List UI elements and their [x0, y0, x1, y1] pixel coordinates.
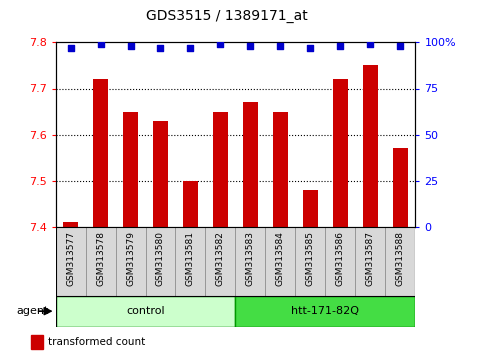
Bar: [145, 227, 175, 296]
Point: [186, 45, 194, 51]
Bar: [243, 102, 258, 227]
Bar: [355, 227, 385, 296]
Bar: [63, 222, 78, 227]
Bar: [56, 227, 85, 296]
Bar: [236, 227, 266, 296]
Text: GDS3515 / 1389171_at: GDS3515 / 1389171_at: [146, 9, 308, 23]
Bar: [115, 227, 145, 296]
Bar: [236, 296, 415, 327]
Text: GSM313578: GSM313578: [96, 231, 105, 286]
Bar: [296, 227, 326, 296]
Text: GSM313581: GSM313581: [186, 231, 195, 286]
Text: GSM313588: GSM313588: [396, 231, 405, 286]
Bar: [213, 112, 228, 227]
Bar: [363, 65, 378, 227]
Text: GSM313584: GSM313584: [276, 231, 285, 286]
Point: [67, 45, 74, 51]
Point: [397, 43, 404, 49]
Text: agent: agent: [16, 306, 48, 316]
Text: GSM313585: GSM313585: [306, 231, 315, 286]
Bar: [153, 121, 168, 227]
Bar: [175, 227, 205, 296]
Bar: [183, 181, 198, 227]
Text: GSM313586: GSM313586: [336, 231, 345, 286]
Text: GSM313583: GSM313583: [246, 231, 255, 286]
Bar: [123, 112, 138, 227]
Text: GSM313577: GSM313577: [66, 231, 75, 286]
Text: control: control: [126, 306, 165, 316]
Point: [307, 45, 314, 51]
Point: [127, 43, 134, 49]
Bar: [393, 148, 408, 227]
Text: transformed count: transformed count: [48, 337, 145, 347]
Point: [367, 41, 374, 47]
Text: GSM313587: GSM313587: [366, 231, 375, 286]
Bar: [326, 227, 355, 296]
Point: [97, 41, 104, 47]
Bar: [205, 227, 236, 296]
Bar: [93, 79, 108, 227]
Point: [277, 43, 284, 49]
Point: [247, 43, 255, 49]
Bar: [85, 227, 115, 296]
Text: GSM313582: GSM313582: [216, 231, 225, 286]
Bar: [273, 112, 288, 227]
Text: GSM313580: GSM313580: [156, 231, 165, 286]
Text: GSM313579: GSM313579: [126, 231, 135, 286]
Bar: [333, 79, 348, 227]
Text: htt-171-82Q: htt-171-82Q: [291, 306, 359, 316]
Bar: [56, 296, 236, 327]
Bar: [385, 227, 415, 296]
Bar: [266, 227, 296, 296]
Point: [156, 45, 164, 51]
Point: [337, 43, 344, 49]
Bar: [303, 190, 318, 227]
Point: [216, 41, 224, 47]
